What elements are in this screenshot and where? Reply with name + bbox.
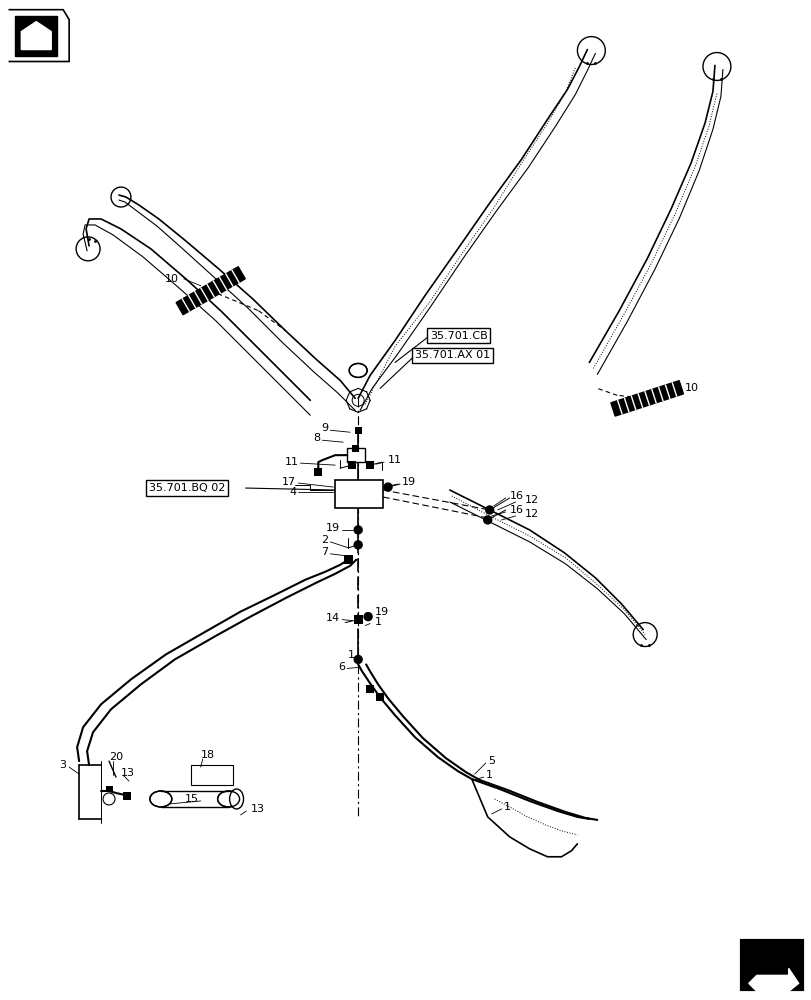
Text: 7: 7 [320,547,328,557]
Bar [348,461,356,469]
Text: 19: 19 [326,523,340,533]
Text: 3: 3 [59,760,66,770]
Text: 19: 19 [375,607,388,617]
Text: 35.701.CB: 35.701.CB [429,331,487,341]
Bar [105,786,113,792]
Text: 10: 10 [165,274,178,284]
Text: 20: 20 [109,752,123,762]
Text: 16: 16 [509,505,523,515]
Circle shape [384,483,392,491]
Polygon shape [21,22,51,50]
Bar [122,792,131,800]
Text: 2: 2 [320,535,328,545]
Text: 16: 16 [509,491,523,501]
Bar [740,940,801,990]
Bar [375,693,384,701]
Bar [335,480,383,508]
Bar [343,555,352,564]
Bar [191,765,232,785]
Polygon shape [176,267,245,315]
Polygon shape [15,16,57,56]
Circle shape [354,526,362,534]
Text: 4: 4 [289,487,296,497]
Text: 8: 8 [313,433,320,443]
Bar [354,615,363,624]
Polygon shape [10,10,69,62]
Polygon shape [787,968,798,991]
Ellipse shape [217,791,239,807]
Text: 9: 9 [320,423,328,433]
Circle shape [354,541,362,549]
Text: 35.701.AX 01: 35.701.AX 01 [414,350,490,360]
Text: 1: 1 [503,802,510,812]
Ellipse shape [150,791,172,807]
Text: 11: 11 [284,457,298,467]
Text: 6: 6 [338,662,345,672]
Circle shape [363,613,371,621]
Text: 15: 15 [184,794,199,804]
Circle shape [485,506,493,514]
Text: 12: 12 [524,509,538,519]
Text: 1: 1 [375,617,382,627]
Text: 17: 17 [282,477,296,487]
Text: 10: 10 [684,383,698,393]
Text: 12: 12 [524,495,538,505]
Bar [354,427,361,434]
Bar [351,445,358,452]
Polygon shape [748,975,796,991]
Text: 19: 19 [401,477,415,487]
Bar [366,685,374,693]
Bar [366,461,374,469]
Text: 18: 18 [200,750,215,760]
Text: 14: 14 [326,613,340,623]
Bar [347,448,365,462]
Text: 35.701.BQ 02: 35.701.BQ 02 [148,483,225,493]
Text: 1: 1 [485,770,492,780]
Bar [740,940,801,990]
Text: 5: 5 [487,756,494,766]
Text: 11: 11 [388,455,401,465]
Bar [314,468,322,476]
Text: 13: 13 [251,804,264,814]
Polygon shape [610,381,683,416]
Text: 1: 1 [348,650,354,660]
Text: 13: 13 [121,768,135,778]
Circle shape [354,655,362,663]
Ellipse shape [349,363,367,377]
Ellipse shape [230,789,243,809]
Circle shape [483,516,491,524]
